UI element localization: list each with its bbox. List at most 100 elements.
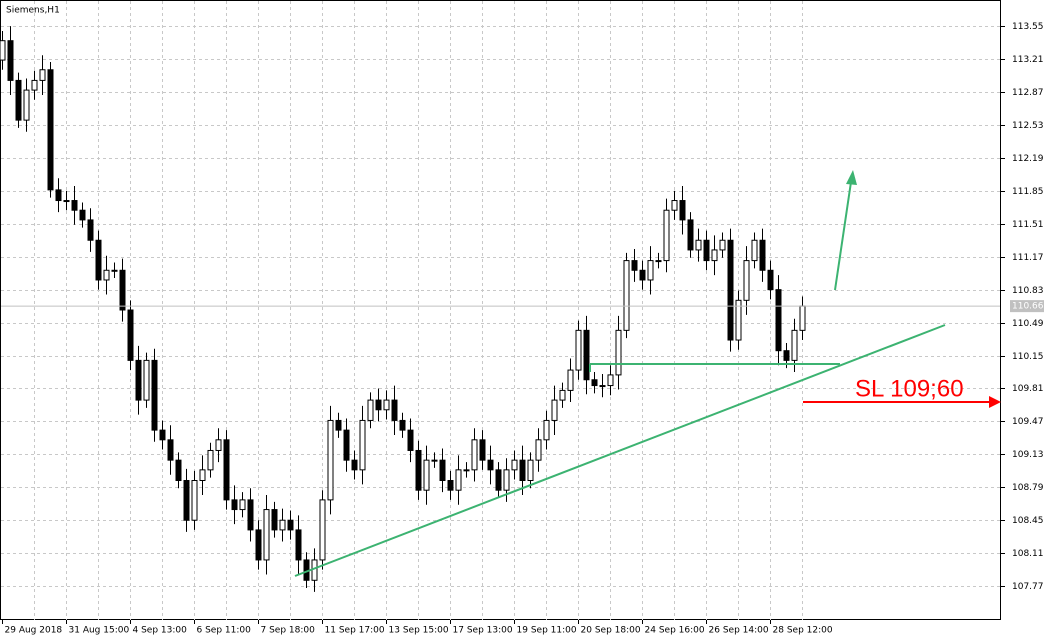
candle-body: [79, 209, 86, 221]
candle-body: [447, 480, 454, 491]
candle-body: [631, 260, 638, 271]
candle-body: [191, 480, 198, 521]
candle-body: [375, 399, 382, 411]
candle-body: [463, 469, 470, 472]
candle-body: [207, 449, 214, 471]
candle-body: [711, 249, 718, 262]
plot-frame: [0, 0, 1001, 620]
y-tick-label: 113.21: [1012, 55, 1044, 65]
candle-body: [103, 269, 110, 281]
candle-body: [199, 469, 206, 481]
candle-body: [703, 239, 710, 262]
sl-arrowhead: [989, 396, 1001, 408]
x-tick-label: 11 Sep 17:00: [325, 626, 385, 636]
candle-body: [511, 459, 518, 471]
candle-body: [695, 239, 702, 251]
candle-body: [791, 329, 798, 361]
target-arrowhead: [846, 170, 857, 185]
x-tick-label: 6 Sep 11:00: [197, 626, 252, 636]
candle-body: [535, 439, 542, 461]
candle-body: [783, 350, 790, 361]
y-tick-label: 109.47: [1012, 417, 1044, 427]
current-price-label: 110.66: [1012, 302, 1044, 312]
candle-body: [295, 529, 302, 561]
candle-body: [551, 399, 558, 421]
candle-body: [135, 359, 142, 401]
candle-body: [183, 480, 190, 521]
candle-body: [143, 359, 150, 401]
grid: [1, 1, 1000, 620]
candle-body: [231, 499, 238, 511]
candle-body: [679, 200, 686, 221]
candle-body: [127, 309, 134, 361]
y-tick-label: 108.45: [1012, 516, 1044, 526]
candle-body: [0, 40, 6, 61]
candle-body: [71, 200, 78, 211]
candle-body: [351, 459, 358, 471]
y-tick-label: 113.55: [1012, 22, 1044, 32]
candle-body: [23, 89, 30, 121]
trendline: [294, 324, 946, 577]
candle-body: [567, 369, 574, 391]
x-tick-label: 13 Sep 15:00: [389, 626, 449, 636]
y-tick-label: 107.77: [1012, 582, 1044, 592]
candle-body: [647, 260, 654, 281]
candle-body: [215, 439, 222, 451]
candle-body: [663, 209, 670, 262]
candle-body: [335, 419, 342, 431]
y-tick-label: 111.85: [1012, 187, 1044, 197]
candle-body: [175, 459, 182, 481]
candle-body: [687, 219, 694, 251]
y-tick-label: 111.17: [1012, 253, 1044, 263]
candle-body: [47, 69, 54, 191]
candle-body: [255, 529, 262, 561]
candle-body: [439, 459, 446, 481]
candle-body: [111, 269, 118, 272]
candle-body: [271, 509, 278, 531]
candle-body: [263, 509, 270, 561]
y-tick-label: 112.87: [1012, 88, 1044, 98]
candle-body: [151, 359, 158, 431]
candle-body: [527, 459, 534, 481]
candle-body: [503, 469, 510, 491]
candle-body: [591, 379, 598, 387]
x-tick-label: 28 Sep 12:00: [773, 626, 833, 636]
x-tick-label: 17 Sep 13:00: [453, 626, 513, 636]
candle-body: [559, 389, 566, 401]
candle-body: [223, 439, 230, 501]
candle-body: [39, 69, 46, 81]
y-tick-label: 109.13: [1012, 450, 1044, 460]
y-tick-label: 112.19: [1012, 154, 1044, 164]
y-tick-label: 108.11: [1012, 549, 1044, 559]
candle-body: [615, 329, 622, 376]
candles: [0, 26, 806, 592]
candle-body: [327, 419, 334, 501]
candle-body: [455, 469, 462, 491]
candle-body: [607, 374, 614, 387]
candle-body: [87, 219, 94, 241]
candle-body: [799, 305, 806, 331]
y-tick-label: 110.15: [1012, 352, 1044, 362]
candle-body: [31, 79, 38, 91]
candle-body: [431, 459, 438, 462]
x-tick-label: 29 Aug 2018: [5, 626, 63, 636]
x-tick-label: 19 Sep 11:00: [517, 626, 577, 636]
y-tick-label: 110.83: [1012, 286, 1044, 296]
candle-body: [623, 260, 630, 331]
candle-body: [15, 79, 22, 121]
candle-body: [743, 260, 750, 301]
candle-body: [415, 449, 422, 491]
candle-body: [735, 299, 742, 341]
candle-body: [391, 399, 398, 421]
candle-body: [63, 200, 70, 203]
candle-body: [775, 289, 782, 352]
y-tick-label: 109.81: [1012, 384, 1044, 394]
candle-body: [319, 499, 326, 561]
target-arrow: [834, 181, 852, 291]
candle-body: [367, 399, 374, 421]
candle-body: [343, 429, 350, 461]
candle-body: [159, 429, 166, 441]
candle-body: [119, 269, 126, 311]
candle-body: [727, 239, 734, 341]
